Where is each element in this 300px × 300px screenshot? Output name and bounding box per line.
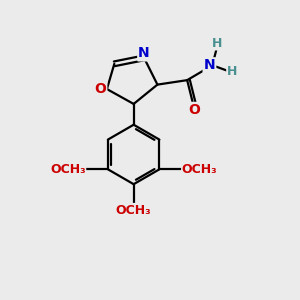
Text: N: N (138, 46, 150, 60)
Text: OCH₃: OCH₃ (116, 203, 152, 217)
Text: N: N (204, 58, 215, 72)
Text: O: O (189, 103, 200, 117)
Text: O: O (94, 82, 106, 96)
Text: OCH₃: OCH₃ (50, 163, 86, 176)
Text: OCH₃: OCH₃ (182, 163, 217, 176)
Text: H: H (227, 65, 238, 78)
Text: H: H (212, 37, 222, 50)
